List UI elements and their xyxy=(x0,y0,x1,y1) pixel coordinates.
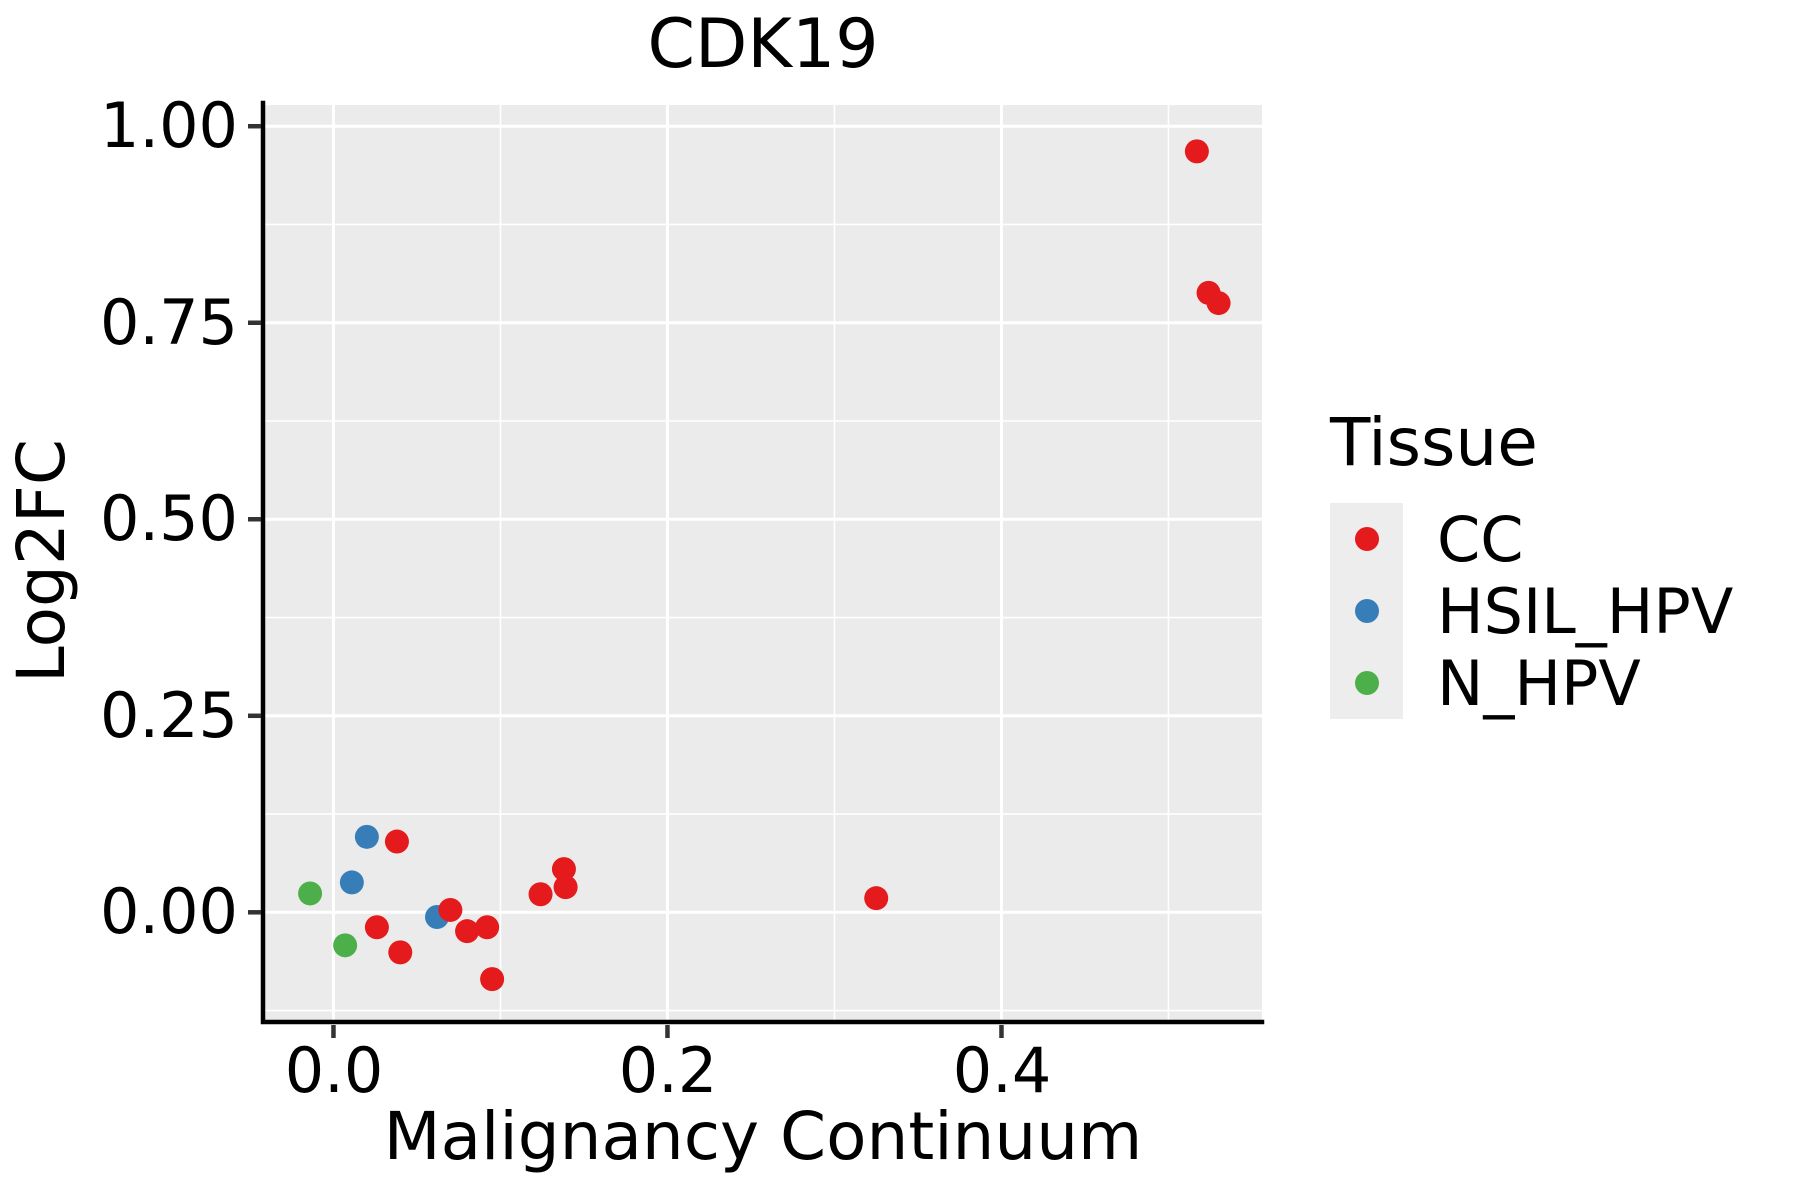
legend-dot-n_hpv xyxy=(1355,671,1379,695)
y-tick-label-0.00: 0.00 xyxy=(99,875,238,948)
data-point-n_hpv xyxy=(298,881,323,906)
y-tick-label-1.00: 1.00 xyxy=(99,89,238,162)
data-point-cc xyxy=(455,919,480,944)
data-point-cc xyxy=(475,915,500,940)
data-point-cc xyxy=(864,886,889,911)
x-tick-label-0.2: 0.2 xyxy=(618,1034,718,1107)
data-point-hsil_hpv xyxy=(339,870,364,895)
data-point-cc xyxy=(528,882,553,907)
data-point-cc xyxy=(551,857,576,882)
legend-dot-cc xyxy=(1355,527,1379,551)
chart-title: CDK19 xyxy=(647,5,879,84)
legend-item-label-cc: CC xyxy=(1437,503,1524,576)
data-point-cc xyxy=(438,897,463,922)
data-point-hsil_hpv xyxy=(354,824,379,849)
data-point-cc xyxy=(1206,291,1231,316)
legend-item-label-n-hpv: N_HPV xyxy=(1437,647,1641,720)
data-point-n_hpv xyxy=(333,933,358,958)
data-point-cc xyxy=(384,829,409,854)
data-point-cc xyxy=(364,915,389,940)
data-point-cc xyxy=(553,875,578,900)
y-tick-label-0.50: 0.50 xyxy=(99,482,238,555)
x-tick-label-0.0: 0.0 xyxy=(284,1034,384,1107)
y-axis-title: Log2FC xyxy=(3,439,80,683)
data-point-cc xyxy=(480,967,505,992)
y-tick-label-0.75: 0.75 xyxy=(99,286,238,359)
x-axis-title: Malignancy Continuum xyxy=(383,1098,1143,1175)
legend-item-label-hsil-hpv: HSIL_HPV xyxy=(1437,575,1734,648)
plot-panel xyxy=(265,105,1262,1020)
data-point-cc xyxy=(1184,139,1209,164)
legend-title: Tissue xyxy=(1330,404,1538,481)
axis-lines xyxy=(260,100,1265,1025)
y-tick-label-0.25: 0.25 xyxy=(99,679,238,752)
legend-dot-hsil_hpv xyxy=(1355,599,1379,623)
data-point-cc xyxy=(388,940,413,965)
x-tick-label-0.4: 0.4 xyxy=(952,1034,1052,1107)
